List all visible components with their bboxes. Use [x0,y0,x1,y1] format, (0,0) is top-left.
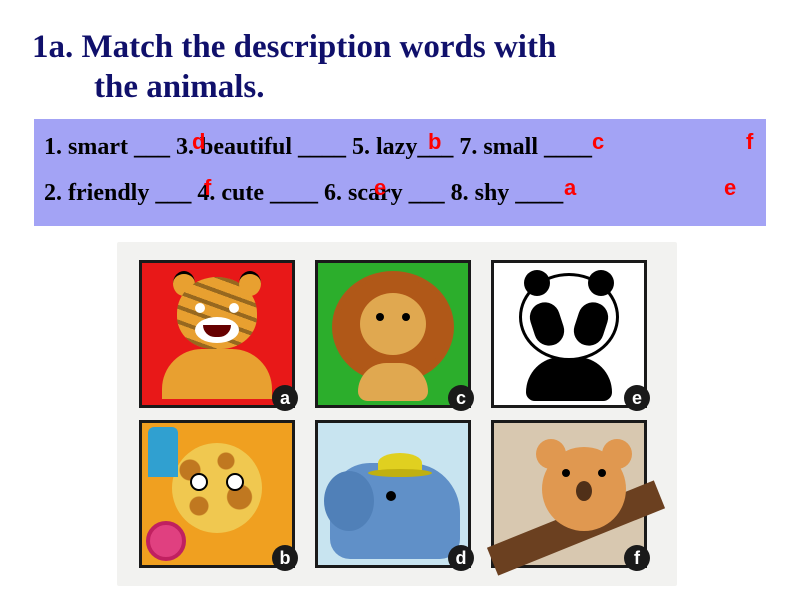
badge-b: b [272,545,298,571]
answer-3: b [428,121,441,163]
badge-f: f [624,545,650,571]
lion-card: c [315,260,471,408]
exercise-header: 1a. Match the description words with the… [0,0,794,115]
mirror-icon [146,521,186,561]
answer-2: f [204,167,211,209]
answer-5: c [592,121,604,163]
answer-8: e [724,167,736,209]
answer-4: e [374,167,386,209]
animal-grid: a c e b d [117,242,677,586]
q-row2-text: 2. friendly ___ 4. cute ____ 6. scary __… [44,180,563,206]
badge-d: d [448,545,474,571]
answer-1: d [192,121,205,163]
answer-6: a [564,167,576,209]
panda-card: e [491,260,647,408]
koala-card: f [491,420,647,568]
comb-icon [148,427,178,477]
question-row-1: 1. smart ___ 3. beautiful ____ 5. lazy__… [44,125,756,171]
giraffe-card: b [139,420,295,568]
badge-c: c [448,385,474,411]
badge-a: a [272,385,298,411]
header-line2: the animals. [32,68,794,108]
answer-7: f [746,121,753,163]
question-box: 1. smart ___ 3. beautiful ____ 5. lazy__… [34,119,766,226]
badge-e: e [624,385,650,411]
header-line1: 1a. Match the description words with [32,28,794,68]
question-row-2: 2. friendly ___ 4. cute ____ 6. scary __… [44,171,756,217]
q-row1-text: 1. smart ___ 3. beautiful ____ 5. lazy__… [44,134,592,160]
elephant-card: d [315,420,471,568]
tiger-card: a [139,260,295,408]
